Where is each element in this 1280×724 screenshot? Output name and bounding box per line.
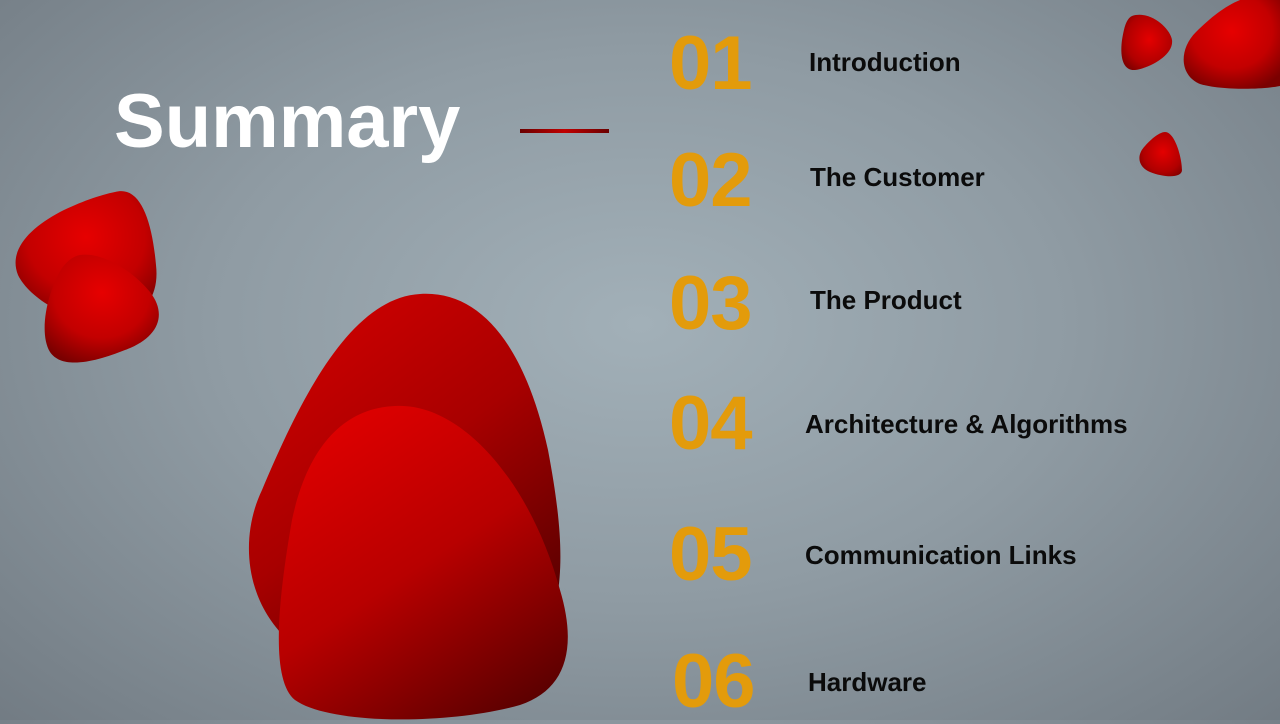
top-right-blob-small: [1121, 14, 1173, 71]
agenda-label-5: Communication Links: [805, 540, 1077, 570]
slide-title: Summary: [114, 79, 461, 164]
agenda-label-6: Hardware: [808, 667, 927, 697]
agenda-number-6: 06: [672, 639, 756, 724]
agenda-label-1: Introduction: [809, 47, 961, 77]
agenda-label-4: Architecture & Algorithms: [805, 409, 1128, 439]
top-right-blob-large: [1183, 0, 1280, 89]
agenda-number-4: 04: [669, 381, 753, 466]
left-blob-front: [44, 254, 159, 363]
agenda-number-3: 03: [669, 261, 753, 346]
right-blob-tiny: [1139, 132, 1182, 177]
agenda-number-5: 05: [669, 512, 753, 597]
agenda-label-3: The Product: [810, 285, 962, 315]
agenda-number-2: 02: [669, 138, 753, 223]
large-blob-front: [278, 405, 568, 720]
agenda-label-2: The Customer: [810, 162, 985, 192]
agenda-number-1: 01: [669, 21, 753, 106]
title-accent-line: [520, 129, 609, 133]
